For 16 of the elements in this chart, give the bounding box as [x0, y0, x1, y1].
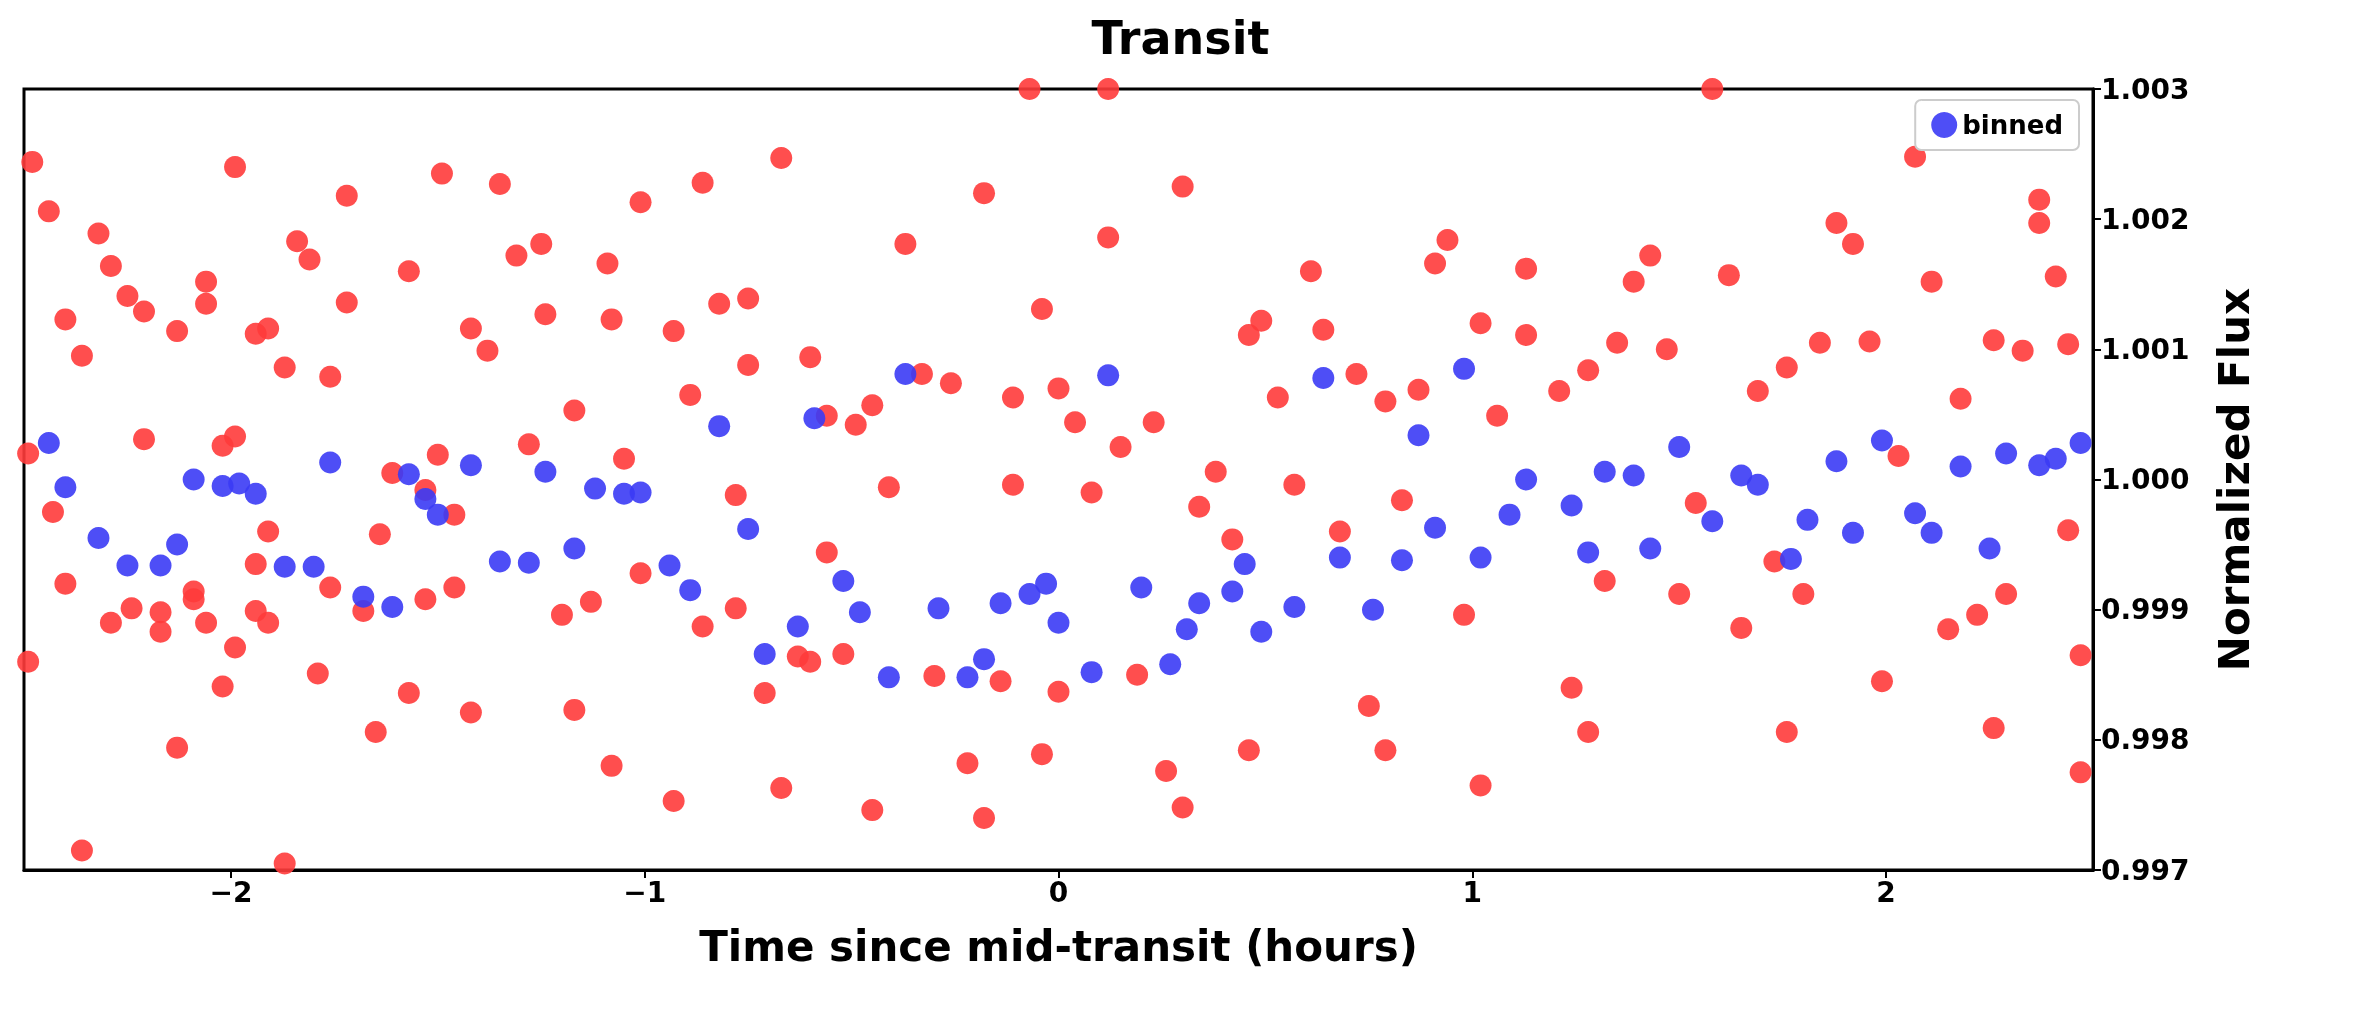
y-tick-label: 0.998 — [2101, 723, 2190, 757]
legend-label: binned — [1962, 110, 2064, 140]
y-tick-label: 0.999 — [2101, 593, 2190, 627]
y-tick-label: 1.001 — [2101, 332, 2190, 366]
y-tick-label: 0.997 — [2101, 853, 2190, 887]
x-axis-title: Time since mid-transit (hours) — [699, 921, 1418, 971]
y-tick-label: 1.000 — [2101, 463, 2190, 496]
x-tick-label: 0 — [1048, 875, 1069, 909]
y-tick-label: 1.003 — [2101, 72, 2190, 106]
chart-title: Transit — [1091, 11, 1270, 65]
x-tick-label: −1 — [623, 875, 667, 909]
x-tick-label: 2 — [1876, 875, 1896, 909]
y-tick-label: 1.002 — [2101, 202, 2190, 236]
y-axis-title: Normalized Flux — [2209, 287, 2259, 672]
x-tick-label: 1 — [1462, 875, 1483, 909]
x-tick-label: −2 — [209, 875, 253, 909]
